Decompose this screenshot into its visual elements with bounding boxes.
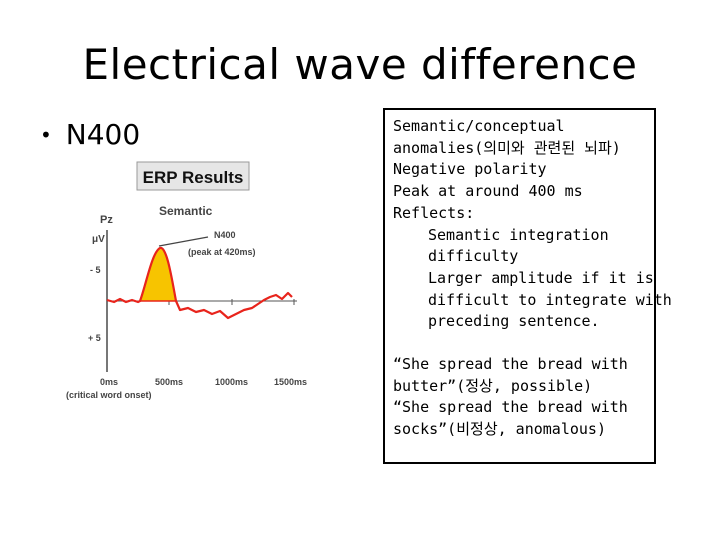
box-line: Negative polarity xyxy=(393,160,547,179)
x-tick-1500: 1500ms xyxy=(274,377,307,387)
bullet-item: • N400 xyxy=(40,118,140,151)
box-indented-line: difficulty xyxy=(428,247,519,266)
box-line: anomalies(의미와 관련된 뇌파) xyxy=(393,138,621,157)
peak-pointer xyxy=(158,236,209,247)
box-spacer xyxy=(393,333,646,354)
y-tick-pos: + 5 xyxy=(88,333,101,343)
condition-label: Semantic xyxy=(159,204,213,218)
bullet-dot: • xyxy=(40,122,52,147)
bullet-text: N400 xyxy=(65,118,141,151)
peak-label: N400 xyxy=(214,230,236,240)
box-indented-line: difficult to integrate with xyxy=(428,290,672,309)
erp-figure: ERP Results Pz μV Semantic - 5 + 5 N400 … xyxy=(66,161,307,400)
x-tick-1000: 1000ms xyxy=(215,377,248,387)
box-indented-line: Semantic integration xyxy=(428,225,609,244)
figure-heading-box xyxy=(136,161,250,191)
y-tick-neg: - 5 xyxy=(90,265,101,275)
figure-heading: ERP Results xyxy=(143,168,244,187)
example-sentence: butter”(정상, possible) xyxy=(393,376,593,395)
peak-note: (peak at 420ms) xyxy=(188,247,256,257)
x-tick-500: 500ms xyxy=(155,377,183,387)
info-box: Semantic/conceptual anomalies(의미와 관련된 뇌파… xyxy=(383,108,672,464)
slide-title: Electrical wave difference xyxy=(82,40,638,89)
erp-line xyxy=(106,246,293,320)
box-indented-line: preceding sentence. xyxy=(428,312,600,331)
example-sentence: socks”(비정상, anomalous) xyxy=(393,420,606,439)
x-tick-0: 0ms xyxy=(100,377,118,387)
box-line: Semantic/conceptual xyxy=(393,117,565,135)
x-note: (critical word onset) xyxy=(66,390,152,400)
example-sentence: “She spread the bread with xyxy=(393,398,628,417)
example-sentence: “She spread the bread with xyxy=(393,355,628,374)
box-line: Peak at around 400 ms xyxy=(393,182,583,201)
box-line: Reflects: xyxy=(393,203,475,222)
box-indented-line: Larger amplitude if it is xyxy=(428,268,654,287)
electrode-label: Pz xyxy=(100,214,113,226)
unit-label: μV xyxy=(92,234,105,245)
